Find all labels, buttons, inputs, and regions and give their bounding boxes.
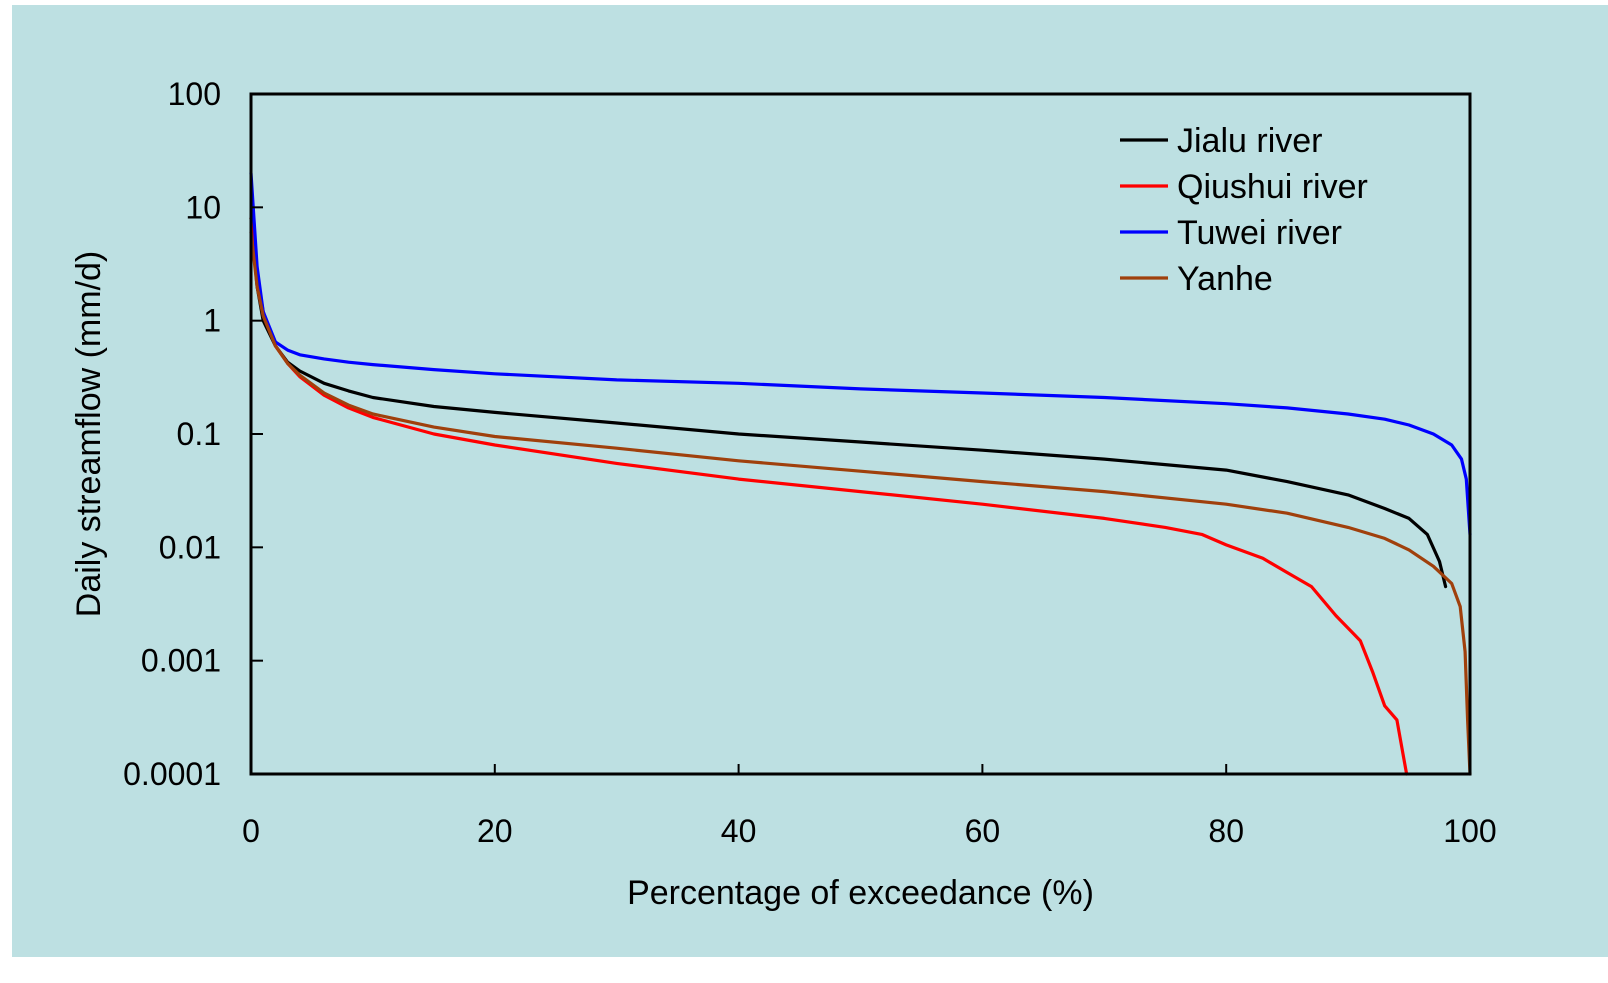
x-tick-label: 40	[721, 813, 757, 849]
chart-background: 0 20 40 60 80 100 0.0001 0.001 0.01 0.1 1 10 100 Per…	[12, 5, 1608, 957]
y-tick-label: 100	[168, 76, 221, 112]
tick-layer: 0 20 40 60 80 100 0.0001 0.001 0.01 0.1 1 10 100	[123, 76, 1497, 849]
y-tick-label: 0.01	[159, 529, 221, 565]
series-line-qiushui-river	[249, 216, 1409, 776]
legend-label: Qiushui river	[1177, 168, 1368, 206]
x-tick-label: 20	[477, 813, 513, 849]
legend-label: Jialu river	[1177, 122, 1322, 160]
legend-label: Yanhe	[1177, 260, 1273, 298]
legend: Jialu river Qiushui river Tuwei river Yanhe	[1120, 122, 1368, 298]
y-tick-label: 1	[203, 303, 221, 339]
x-axis-title: Percentage of exceedance (%)	[627, 874, 1094, 912]
y-tick-label: 0.1	[177, 416, 221, 452]
legend-label: Tuwei river	[1177, 214, 1342, 252]
y-axis-title: Daily streamflow (mm/d)	[70, 251, 108, 617]
y-tick-label: 0.001	[141, 643, 221, 679]
x-tick-label: 100	[1443, 813, 1496, 849]
x-tick-label: 0	[242, 813, 260, 849]
line-chart: 0 20 40 60 80 100 0.0001 0.001 0.01 0.1 1 10 100 Per…	[70, 76, 1497, 912]
x-tick-label: 60	[965, 813, 1001, 849]
series-line-tuwei-river	[249, 171, 1472, 536]
series-line-yanhe	[249, 230, 1472, 776]
y-tick-label: 0.0001	[123, 756, 221, 792]
series-layer	[249, 171, 1472, 776]
x-tick-label: 80	[1208, 813, 1244, 849]
y-tick-label: 10	[185, 189, 221, 225]
